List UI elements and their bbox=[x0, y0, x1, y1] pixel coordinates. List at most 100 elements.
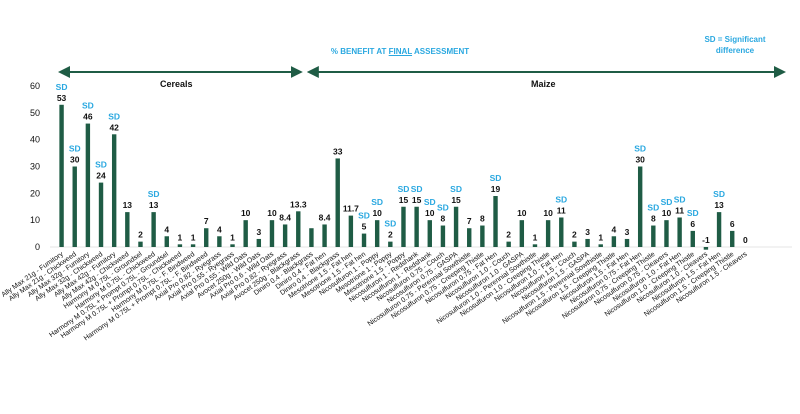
sd-marker: SD bbox=[450, 184, 462, 194]
value-label: 10 bbox=[425, 208, 435, 218]
bar bbox=[611, 236, 617, 247]
bar bbox=[230, 244, 235, 247]
sd-marker: SD bbox=[490, 173, 502, 183]
value-label: 2 bbox=[572, 230, 577, 240]
value-label: 2 bbox=[506, 230, 511, 240]
bar bbox=[690, 230, 695, 247]
sd-marker: SD bbox=[687, 208, 699, 218]
value-label: 24 bbox=[96, 171, 106, 181]
value-label: 4 bbox=[164, 224, 169, 234]
sd-marker: SD bbox=[661, 197, 673, 207]
bar bbox=[730, 230, 735, 247]
sd-marker: SD bbox=[555, 194, 567, 204]
bar bbox=[427, 220, 432, 247]
bar bbox=[651, 225, 656, 247]
segment-label-maize: Maize bbox=[531, 79, 556, 89]
bar bbox=[703, 247, 709, 250]
bar bbox=[322, 224, 327, 247]
value-label: 8 bbox=[480, 214, 485, 224]
sd-marker: SD bbox=[56, 82, 68, 92]
value-label: 10 bbox=[372, 208, 382, 218]
bar bbox=[624, 238, 630, 247]
value-label: 30 bbox=[635, 155, 645, 165]
y-tick-label: 40 bbox=[30, 135, 40, 145]
value-label: 3 bbox=[585, 227, 590, 237]
sd-marker: SD bbox=[634, 144, 646, 154]
sd-marker: SD bbox=[82, 101, 94, 111]
title-underlined: FINAL bbox=[388, 47, 413, 56]
value-label: 15 bbox=[412, 195, 422, 205]
value-label: 11 bbox=[675, 205, 684, 215]
sd-marker: SD bbox=[411, 184, 423, 194]
bar bbox=[348, 215, 354, 247]
bar bbox=[401, 206, 406, 247]
bar bbox=[98, 182, 104, 247]
value-label: 13 bbox=[149, 200, 159, 210]
sd-marker: SD bbox=[108, 111, 120, 121]
bar bbox=[414, 206, 419, 247]
bar bbox=[664, 220, 669, 247]
value-label: 1 bbox=[230, 232, 235, 242]
value-label: 7 bbox=[467, 216, 472, 226]
value-label: 15 bbox=[451, 195, 461, 205]
bar bbox=[598, 244, 603, 247]
value-label: 33 bbox=[333, 146, 343, 156]
bar bbox=[296, 211, 301, 247]
value-label: 11.7 bbox=[343, 204, 359, 214]
bar bbox=[151, 212, 156, 247]
value-label: 53 bbox=[57, 93, 67, 103]
value-label: 3 bbox=[625, 227, 630, 237]
value-label: 2 bbox=[388, 230, 393, 240]
title-prefix: % BENEFIT AT bbox=[330, 47, 389, 56]
bar bbox=[256, 238, 262, 247]
bars bbox=[59, 104, 735, 250]
segment-label-cereals: Cereals bbox=[160, 79, 193, 89]
sd-marker: SD bbox=[95, 160, 107, 170]
bar bbox=[243, 220, 248, 247]
sd-note-line2: difference bbox=[715, 46, 755, 55]
bar bbox=[572, 241, 577, 247]
sd-marker: SD bbox=[437, 203, 449, 213]
bar bbox=[282, 224, 288, 247]
bar bbox=[519, 220, 525, 247]
value-label: 10 bbox=[517, 208, 527, 218]
sd-marker: SD bbox=[713, 189, 725, 199]
y-tick-label: 10 bbox=[30, 215, 40, 225]
bar bbox=[125, 212, 130, 247]
value-label: 10 bbox=[543, 208, 553, 218]
bar bbox=[335, 158, 340, 247]
y-tick-label: 50 bbox=[30, 108, 40, 118]
value-label: 19 bbox=[491, 184, 501, 194]
value-label: 0 bbox=[743, 235, 748, 245]
bar bbox=[59, 104, 64, 248]
value-label: 1 bbox=[178, 232, 183, 242]
value-label: 11 bbox=[557, 205, 566, 215]
sd-marker: SD bbox=[398, 184, 410, 194]
value-label: 13.3 bbox=[290, 199, 307, 209]
value-label: 15 bbox=[399, 195, 409, 205]
value-label: 7 bbox=[204, 216, 209, 226]
value-label: 13 bbox=[123, 200, 133, 210]
bar bbox=[85, 123, 91, 247]
title-suffix: ASSESSMENT bbox=[412, 47, 470, 56]
bar bbox=[532, 244, 538, 247]
sd-marker: SD bbox=[358, 211, 370, 221]
sd-marker: SD bbox=[69, 144, 81, 154]
y-tick-label: 20 bbox=[30, 188, 40, 198]
bar bbox=[467, 228, 472, 247]
sd-note: SD = Significant difference bbox=[680, 34, 790, 56]
value-label: 1 bbox=[191, 232, 196, 242]
bar bbox=[388, 241, 393, 247]
sd-marker: SD bbox=[384, 219, 396, 229]
sd-marker: SD bbox=[647, 203, 659, 213]
bar bbox=[493, 196, 498, 247]
bar bbox=[361, 233, 367, 247]
sd-note-line1: SD = Significant bbox=[704, 35, 766, 44]
value-label: 10 bbox=[241, 208, 251, 218]
sd-marker: SD bbox=[674, 194, 686, 204]
bar bbox=[190, 244, 196, 247]
bar bbox=[716, 212, 722, 247]
y-tick-label: 0 bbox=[35, 242, 40, 252]
value-label: 8.4 bbox=[319, 212, 331, 222]
